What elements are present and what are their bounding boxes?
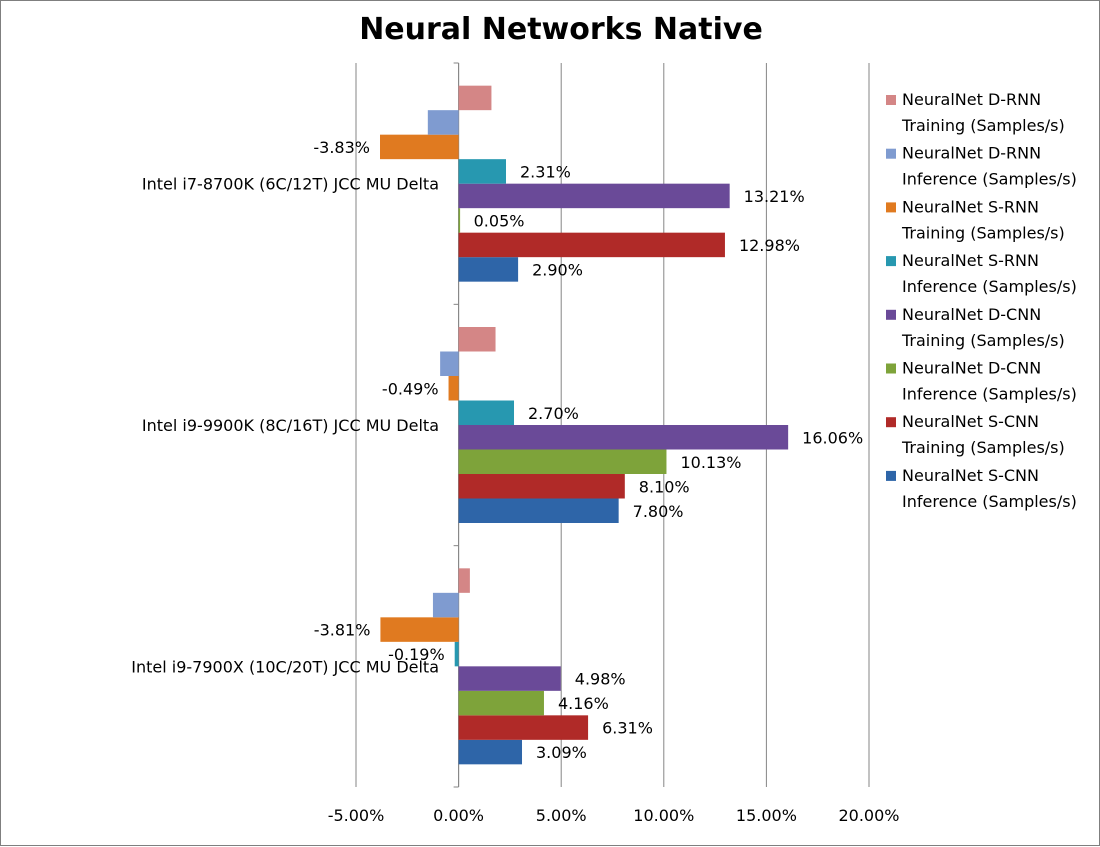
x-tick-label: -5.00% — [328, 806, 385, 825]
legend-item: NeuralNet S-RNN Inference (Samples/s) — [886, 251, 1077, 296]
legend-item: NeuralNet S-RNN Training (Samples/s) — [886, 197, 1065, 242]
data-label: 4.16% — [558, 694, 609, 713]
bar — [380, 134, 459, 160]
bar — [458, 327, 496, 352]
legend-label: NeuralNet S-RNN — [902, 251, 1039, 270]
category-label: Intel i7-8700K (6C/12T) JCC MU Delta — [142, 175, 439, 194]
category-label: Intel i9-7900X (10C/20T) JCC MU Delta — [131, 657, 439, 676]
data-label: 8.10% — [639, 477, 690, 496]
legend-label: NeuralNet D-RNN — [902, 144, 1041, 163]
x-tick-label: 0.00% — [433, 806, 484, 825]
data-label: 6.31% — [602, 719, 653, 738]
bar — [448, 376, 459, 401]
legend-item: NeuralNet D-RNN Inference (Samples/s) — [886, 144, 1077, 189]
legend-label: Inference (Samples/s) — [902, 492, 1077, 511]
legend-item: NeuralNet D-RNN Training (Samples/s) — [886, 90, 1065, 135]
bar — [454, 641, 459, 667]
legend-label: NeuralNet D-CNN — [902, 305, 1041, 324]
legend-label: Training (Samples/s) — [901, 331, 1065, 350]
legend-label: NeuralNet S-CNN — [902, 466, 1039, 485]
legend-label: NeuralNet S-RNN — [902, 197, 1039, 216]
legend-label: Training (Samples/s) — [901, 223, 1065, 242]
bar — [440, 351, 459, 376]
legend-swatch — [886, 148, 896, 159]
legend-swatch — [886, 417, 896, 428]
legend-swatch — [886, 309, 896, 320]
legend-swatch — [886, 470, 896, 481]
legend-item: NeuralNet D-CNN Training (Samples/s) — [886, 305, 1065, 350]
bar — [458, 232, 725, 258]
bar — [432, 592, 459, 618]
legend-item: NeuralNet D-CNN Inference (Samples/s) — [886, 359, 1077, 404]
legend-label: Training (Samples/s) — [901, 116, 1065, 135]
data-label: -0.49% — [382, 379, 439, 398]
bar — [458, 449, 667, 474]
data-label: 13.21% — [744, 187, 805, 206]
bar — [458, 208, 461, 233]
data-label: 3.09% — [536, 743, 587, 762]
bar — [380, 617, 459, 642]
legend-label: Training (Samples/s) — [901, 438, 1065, 457]
bar — [458, 568, 470, 593]
bar — [458, 183, 730, 209]
bars — [380, 85, 789, 765]
legend-label: NeuralNet D-RNN — [902, 90, 1041, 109]
data-label: 4.98% — [575, 670, 626, 689]
bar — [458, 425, 789, 450]
data-label: 16.06% — [802, 428, 863, 447]
x-tick-label: 10.00% — [633, 806, 694, 825]
data-label: -3.83% — [313, 138, 370, 157]
bar — [458, 715, 589, 740]
legend-swatch — [886, 202, 896, 213]
legend-label: NeuralNet D-CNN — [902, 359, 1041, 378]
legend-item: NeuralNet S-CNN Inference (Samples/s) — [886, 466, 1077, 511]
category-axis — [453, 62, 460, 788]
bar — [458, 739, 523, 765]
x-tick-labels: -5.00% 0.00% 5.00% 10.00% 15.00% 20.00% — [328, 806, 900, 825]
bar — [427, 110, 459, 135]
legend-swatch — [886, 256, 896, 267]
category-labels: Intel i7-8700K (6C/12T) JCC MU Delta Inte… — [131, 175, 439, 677]
data-label: -0.19% — [388, 645, 445, 664]
x-tick-label: 15.00% — [736, 806, 797, 825]
data-label: 10.13% — [680, 453, 741, 472]
x-tick-label: 20.00% — [838, 806, 899, 825]
bar — [458, 159, 507, 184]
data-label: 0.05% — [474, 211, 525, 230]
data-label: 7.80% — [633, 502, 684, 521]
legend-label: NeuralNet S-CNN — [902, 412, 1039, 431]
data-label: -3.81% — [314, 621, 371, 640]
bar — [458, 257, 519, 282]
category-label: Intel i9-9900K (8C/16T) JCC MU Delta — [142, 416, 439, 435]
data-label: 2.31% — [520, 162, 571, 181]
legend-label: Inference (Samples/s) — [902, 170, 1077, 189]
value-labels: 2.90% 7.80% 3.09% 12.98% 8.10% 6.31% 0.05% 10.1… — [313, 138, 863, 762]
bar — [458, 400, 515, 425]
legend-item: NeuralNet S-CNN Training (Samples/s) — [886, 412, 1065, 457]
legend-label: Inference (Samples/s) — [902, 277, 1077, 296]
data-label: 2.70% — [528, 404, 579, 423]
bar — [458, 85, 492, 111]
data-label: 12.98% — [739, 236, 800, 255]
bar — [458, 666, 561, 691]
data-label: 2.90% — [532, 260, 583, 279]
legend-swatch — [886, 95, 896, 105]
legend-swatch — [886, 363, 896, 374]
legend-label: Inference (Samples/s) — [902, 385, 1077, 404]
chart-title: Neural Networks Native — [359, 12, 763, 47]
x-tick-label: 5.00% — [536, 806, 587, 825]
bar — [458, 690, 544, 716]
bar — [458, 474, 625, 499]
bar — [458, 498, 619, 523]
